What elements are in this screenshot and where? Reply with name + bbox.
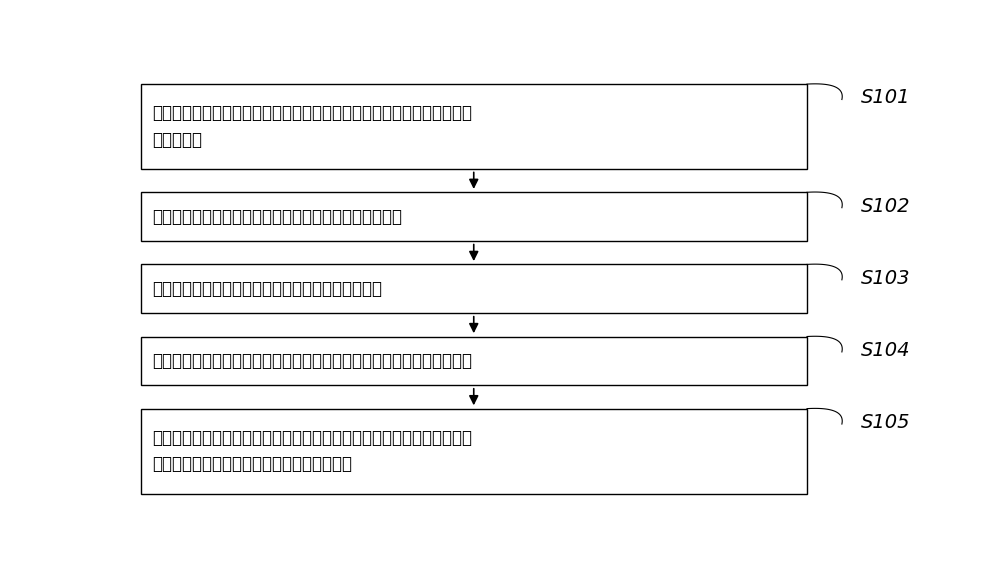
Text: 获取特征波形数据库中记录的特征波形对应的故障位置信息，并根据故障
位置信息确定发电机转子的匹间短路故障位置: 获取特征波形数据库中记录的特征波形对应的故障位置信息，并根据故障 位置信息确定发… xyxy=(152,429,472,473)
Text: S104: S104 xyxy=(861,341,911,360)
Bar xyxy=(140,264,807,313)
Text: 接收发电机转子绕组反馈的内环反射脉冲和外环反射脉冲: 接收发电机转子绕组反馈的内环反射脉冲和外环反射脉冲 xyxy=(152,208,402,226)
Text: S101: S101 xyxy=(861,89,911,108)
Text: 控制脉冲发生器向发电机转子绕组集电环的内环和外环分别注入一连续的
低电压脉冲: 控制脉冲发生器向发电机转子绕组集电环的内环和外环分别注入一连续的 低电压脉冲 xyxy=(152,105,472,149)
Text: S103: S103 xyxy=(861,269,911,288)
Text: 在一预先设置的特征波形数据库中查找与响应差値波形相匹配的特征波形: 在一预先设置的特征波形数据库中查找与响应差値波形相匹配的特征波形 xyxy=(152,352,472,370)
Text: S105: S105 xyxy=(861,413,911,432)
Bar xyxy=(140,336,807,386)
Bar xyxy=(140,84,807,169)
Bar xyxy=(140,192,807,241)
Bar xyxy=(140,408,807,494)
Text: S102: S102 xyxy=(861,197,911,216)
Text: 根据内环反射脉冲和外环反射脉冲生成响应差値波形: 根据内环反射脉冲和外环反射脉冲生成响应差値波形 xyxy=(152,280,382,298)
